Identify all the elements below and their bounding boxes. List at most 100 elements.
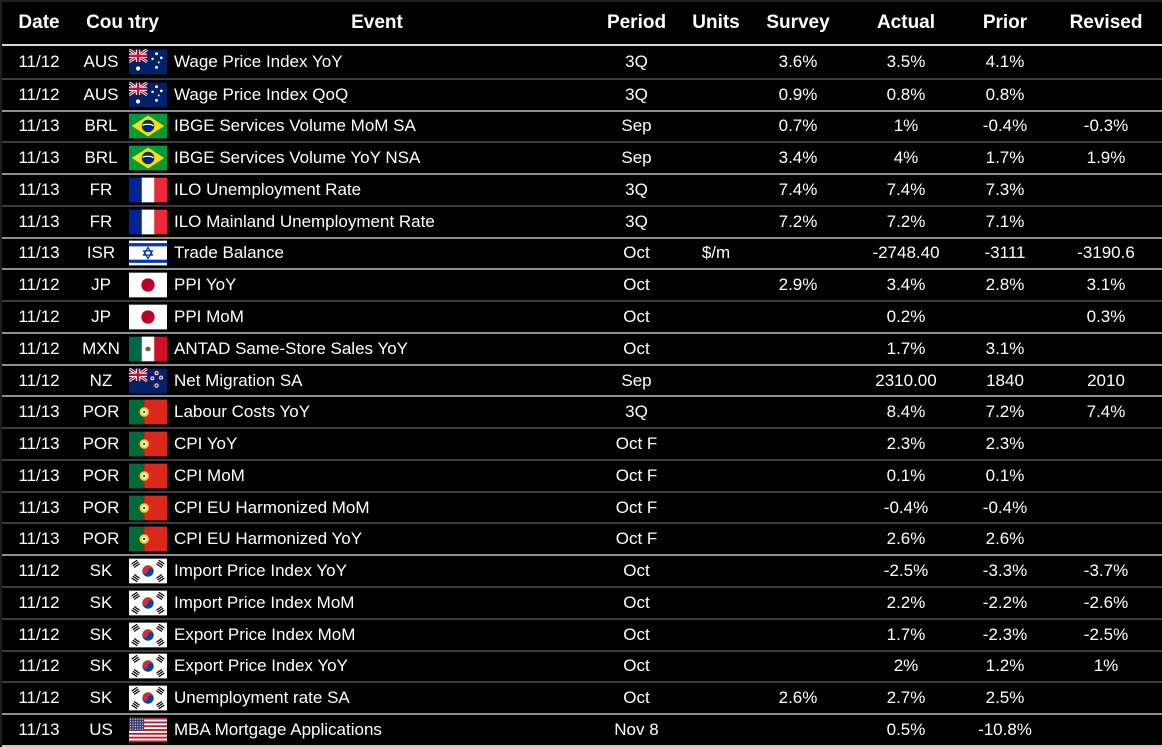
cell-country-code: JP [91, 307, 111, 326]
cell-date: 11/13 [18, 465, 60, 485]
table-body: 11/12 AUS Wage Price Index YoY 3Q 3.6% 3… [2, 46, 1162, 747]
cell-event: CPI MoM [174, 465, 245, 485]
cell-prior: -2.3% [982, 624, 1028, 644]
cell-country-code: AUS [83, 51, 119, 71]
flag-icon-portugal [128, 463, 167, 489]
col-header-survey: Survey [766, 12, 830, 33]
cell-flag [126, 270, 169, 300]
col-header-actual: Actual [876, 12, 936, 33]
cell-period: Sep [621, 116, 652, 136]
cell-prior: 0.8% [985, 84, 1025, 104]
cell-date: 11/12 [18, 656, 60, 676]
table-row: 11/12 SK Export Price Index MoM Oct 1.7%… [2, 617, 1162, 650]
cell-event: Import Price Index MoM [174, 592, 355, 612]
cell-prior: 1.7% [985, 148, 1025, 168]
cell-event: MBA Mortgage Applications [174, 719, 382, 739]
cell-flag [126, 461, 169, 491]
cell-prior: -2.2% [982, 592, 1028, 612]
cell-actual: 7.2% [886, 211, 926, 231]
cell-actual: 2% [893, 656, 919, 676]
cell-date: 11/12 [18, 307, 60, 326]
flag-icon-new-zealand [128, 367, 167, 394]
cell-event: Labour Costs YoY [174, 402, 311, 422]
flag-icon-mexico [128, 336, 167, 362]
cell-flag [126, 493, 169, 523]
cell-flag [126, 334, 169, 364]
flag-icon-portugal [128, 399, 167, 425]
cell-prior: 4.1% [985, 51, 1025, 71]
table-row: 11/13 POR CPI MoM Oct F 0.1% 0.1% [2, 458, 1162, 491]
flag-icon-south-korea [128, 558, 167, 584]
flag-icon-south-korea [128, 653, 167, 679]
cell-survey: 7.4% [778, 179, 818, 199]
cell-date: 11/12 [18, 84, 60, 104]
cell-actual: 8.4% [886, 402, 926, 422]
cell-actual: 0.1% [886, 465, 926, 485]
cell-flag [126, 46, 169, 78]
cell-prior: -10.8% [978, 719, 1032, 739]
cell-date: 11/12 [18, 275, 60, 295]
cell-event: IBGE Services Volume MoM SA [174, 116, 416, 136]
cell-country-code: NZ [89, 370, 113, 390]
cell-revised: 1.9% [1086, 148, 1126, 168]
cell-period: Oct [623, 307, 650, 326]
cell-flag [126, 143, 169, 173]
cell-period: Oct [623, 624, 650, 644]
table-row: 11/12 SK Unemployment rate SA Oct 2.6% 2… [2, 681, 1162, 713]
cell-revised: -2.5% [1083, 624, 1129, 644]
cell-flag [126, 683, 169, 713]
table-row: 11/12 SK Import Price Index YoY Oct -2.5… [2, 554, 1162, 586]
cell-actual: 2.6% [886, 529, 926, 549]
cell-date: 11/12 [18, 370, 60, 390]
cell-period: Sep [621, 370, 652, 390]
flag-icon-united-states [128, 717, 167, 743]
table-row: 11/12 AUS Wage Price Index QoQ 3Q 0.9% 0… [2, 77, 1162, 110]
flag-icon-israel [128, 240, 167, 266]
col-header-revised: Revised [1069, 12, 1143, 33]
cell-date: 11/12 [18, 688, 60, 708]
cell-event: IBGE Services Volume YoY NSA [174, 148, 421, 168]
cell-flag [126, 620, 169, 650]
cell-event: Trade Balance [174, 243, 284, 263]
flag-icon-australia [128, 81, 167, 108]
table-row: 11/13 US MBA Mortgage Applications Nov 8… [2, 713, 1162, 745]
cell-event: Import Price Index YoY [174, 561, 347, 581]
cell-event: CPI EU Harmonized MoM [174, 497, 370, 517]
cell-event: ILO Unemployment Rate [174, 179, 362, 199]
cell-date: 11/12 [18, 51, 60, 71]
cell-country-code: SK [89, 592, 113, 612]
cell-prior: 2.5% [985, 688, 1025, 708]
table-row: 11/13 FR ILO Unemployment Rate 3Q 7.4% 7… [2, 173, 1162, 205]
cell-date: 11/13 [18, 402, 60, 422]
table-row: 11/12 MXN ANTAD Same-Store Sales YoY Oct… [2, 331, 1162, 364]
cell-prior: -0.4% [982, 116, 1028, 136]
cell-flag [126, 556, 169, 586]
cell-survey: 2.6% [778, 688, 818, 708]
cell-prior: 7.1% [985, 211, 1025, 231]
col-header-period: Period [606, 12, 667, 33]
cell-flag [126, 715, 169, 745]
cell-period: Oct [623, 338, 650, 358]
cell-flag [126, 80, 169, 110]
cell-prior: 1840 [986, 370, 1024, 390]
cell-event: ILO Mainland Unemployment Rate [174, 211, 435, 231]
table-row: 11/12 AUS Wage Price Index YoY 3Q 3.6% 3… [2, 46, 1162, 78]
cell-flag [126, 397, 169, 427]
cell-period: Nov 8 [614, 719, 659, 739]
cell-period: Oct [623, 275, 650, 295]
cell-date: 11/13 [18, 211, 60, 231]
table-row: 11/13 FR ILO Mainland Unemployment Rate … [2, 204, 1162, 237]
cell-actual: 0.2% [886, 307, 926, 326]
table-row: 11/13 ISR Trade Balance Oct $/m -2748.40… [2, 236, 1162, 269]
cell-event: PPI YoY [174, 275, 237, 295]
cell-date: 11/13 [18, 148, 60, 168]
cell-event: PPI MoM [174, 307, 244, 326]
cell-event: Export Price Index MoM [174, 624, 356, 644]
table-row: 11/13 BRL IBGE Services Volume YoY NSA S… [2, 141, 1162, 173]
cell-revised: -3.7% [1083, 561, 1129, 581]
cell-actual: 7.4% [886, 179, 926, 199]
col-header-event: Event [351, 12, 403, 33]
flag-icon-portugal [128, 526, 167, 552]
cell-actual: 1% [893, 116, 919, 136]
cell-flag [126, 524, 169, 554]
